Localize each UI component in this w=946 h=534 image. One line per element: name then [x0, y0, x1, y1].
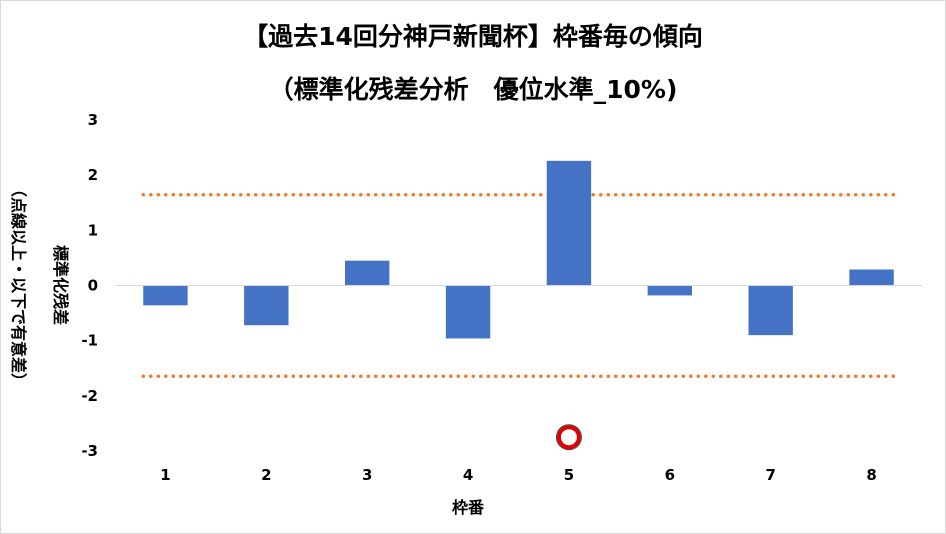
- x-tick-label: 6: [665, 466, 675, 484]
- y-tick-label: -1: [81, 332, 98, 350]
- bar-4: [445, 285, 491, 339]
- x-axis-ticks: 1 2 3 4 5 6 7 8: [160, 466, 877, 484]
- threshold-lines: [141, 193, 896, 378]
- bar-6: [647, 285, 693, 296]
- bar-1: [143, 285, 188, 306]
- x-tick-label: 8: [866, 466, 876, 484]
- highlight-circle-marker: [556, 425, 581, 450]
- bar-7: [748, 285, 793, 336]
- y-tick-label: 1: [88, 221, 98, 239]
- x-tick-label: 5: [564, 466, 574, 484]
- y-tick-label: 3: [88, 111, 98, 129]
- bar-8: [849, 269, 894, 286]
- y-tick-label: 2: [88, 166, 98, 184]
- x-axis-title: 枠番: [452, 498, 485, 517]
- x-tick-label: 7: [765, 466, 775, 484]
- chart-title: 【過去14回分神戸新聞杯】枠番毎の傾向: [243, 22, 703, 51]
- bars: [143, 160, 894, 339]
- x-tick-label: 1: [160, 466, 170, 484]
- highlight-circle-outline: [555, 424, 582, 451]
- y-axis-title: 標準化残差: [51, 245, 70, 325]
- chart-subtitle: （標準化残差分析 優位水準_10%): [268, 75, 678, 104]
- x-tick-label: 4: [463, 466, 473, 484]
- bar-2: [244, 285, 289, 326]
- highlight-marker: [555, 424, 582, 451]
- y-tick-label: 0: [88, 277, 98, 295]
- bar-3: [344, 260, 390, 286]
- y-tick-label: -3: [81, 442, 98, 460]
- y-axis-ticks: 3 2 1 0 -1 -2 -3: [81, 111, 98, 460]
- y-tick-label: -2: [81, 387, 98, 405]
- x-tick-label: 3: [362, 466, 372, 484]
- x-tick-label: 2: [261, 466, 271, 484]
- bar-5: [546, 160, 592, 286]
- y-axis-note: （点線以上・以下で有意差）: [9, 181, 28, 389]
